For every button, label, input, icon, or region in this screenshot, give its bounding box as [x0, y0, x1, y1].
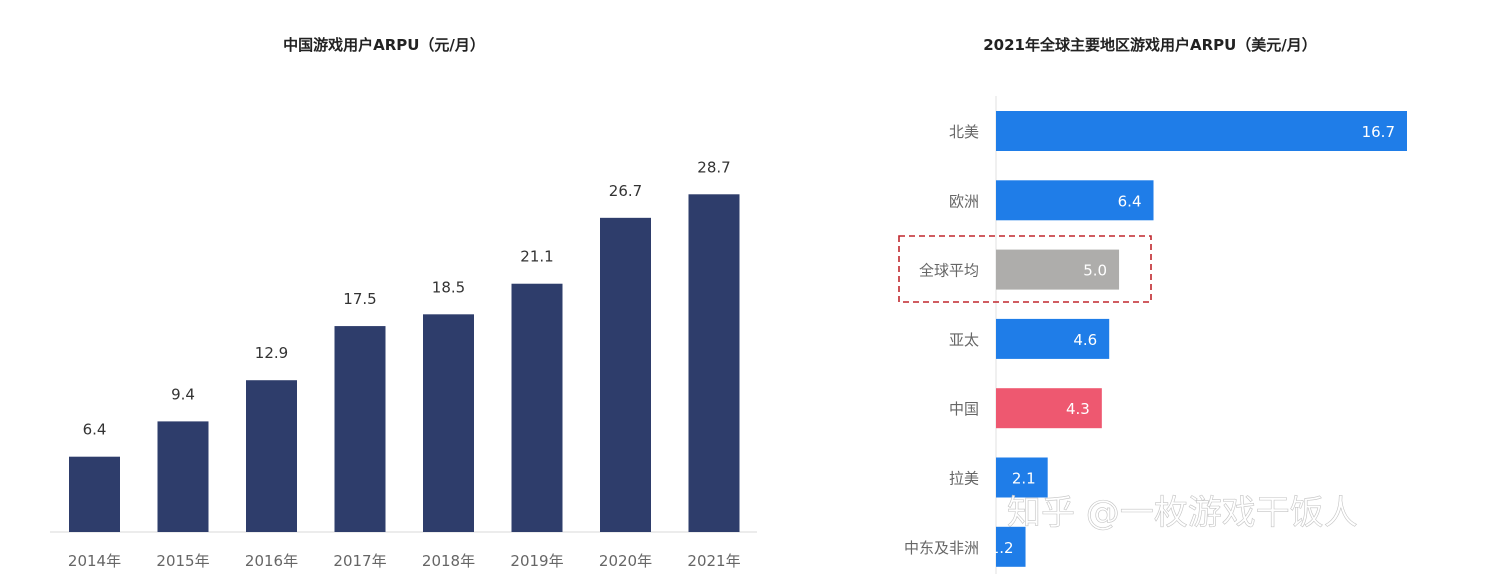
- data-label: 9.4: [171, 385, 195, 403]
- y-category-label: 拉美: [949, 470, 979, 488]
- bar: [996, 457, 1048, 498]
- watermark-svg: 知乎 @一枚游戏干饭人: [1007, 493, 1358, 534]
- y-category-label: 全球平均: [919, 262, 979, 280]
- global-arpu-chart: 2021年全球主要地区游戏用户ARPU（美元/月） 16.7 北美 6.4 欧洲 5.0…: [898, 36, 1407, 574]
- data-label: 2.1: [1012, 470, 1036, 488]
- x-tick-label: 2020年: [599, 552, 652, 570]
- bar: [423, 314, 474, 532]
- data-label: 18.5: [432, 278, 465, 296]
- data-label: 6.4: [83, 421, 107, 439]
- bar: [996, 111, 1407, 151]
- bar: [511, 283, 563, 532]
- data-label: 26.7: [609, 182, 642, 200]
- y-category-label: 中东及非洲: [904, 539, 979, 557]
- x-tick-label: 2021年: [687, 552, 740, 570]
- y-category-label: 欧洲: [949, 192, 979, 210]
- chart-title: 2021年全球主要地区游戏用户ARPU（美元/月）: [983, 36, 1317, 54]
- x-tick-label: 2019年: [510, 552, 563, 570]
- y-category-label: 中国: [949, 400, 979, 418]
- data-label: 4.6: [1073, 331, 1097, 349]
- data-label: 16.7: [1362, 123, 1395, 141]
- data-label: 5.0: [1083, 262, 1107, 280]
- china-arpu-chart: 中国游戏用户ARPU（元/月） 6.4 2014年 9.4 2015年 12.9 2016…: [50, 36, 757, 570]
- y-category-label: 北美: [949, 123, 979, 141]
- chart-title: 中国游戏用户ARPU（元/月）: [283, 36, 485, 54]
- bar: [996, 249, 1120, 290]
- bar: [69, 456, 120, 532]
- bar: [688, 194, 740, 532]
- data-label: 4.3: [1066, 400, 1090, 418]
- data-label: 17.5: [343, 290, 376, 308]
- bar: [996, 318, 1110, 359]
- watermark-text: 知乎 @一枚游戏干饭人: [1007, 493, 1358, 533]
- highlight-box: [898, 235, 1152, 303]
- data-label: 28.7: [697, 158, 730, 176]
- x-tick-label: 2017年: [333, 552, 386, 570]
- data-label: 21.1: [520, 248, 553, 266]
- bar: [996, 180, 1154, 221]
- x-tick-label: 2015年: [156, 552, 209, 570]
- data-label: 6.4: [1118, 192, 1142, 210]
- y-category-label: 亚太: [949, 331, 979, 349]
- data-label: 12.9: [255, 344, 288, 362]
- bar: [600, 217, 651, 532]
- x-tick-label: 2018年: [422, 552, 475, 570]
- x-tick-label: 2014年: [68, 552, 121, 570]
- data-label: 1.2: [990, 539, 1014, 557]
- bar: [246, 380, 297, 532]
- x-tick-label: 2016年: [245, 552, 298, 570]
- bar: [334, 326, 386, 532]
- bar: [157, 421, 209, 532]
- watermark: 知乎 @一枚游戏干饭人: [1005, 484, 1485, 544]
- bar: [996, 388, 1102, 429]
- bar: [996, 526, 1026, 567]
